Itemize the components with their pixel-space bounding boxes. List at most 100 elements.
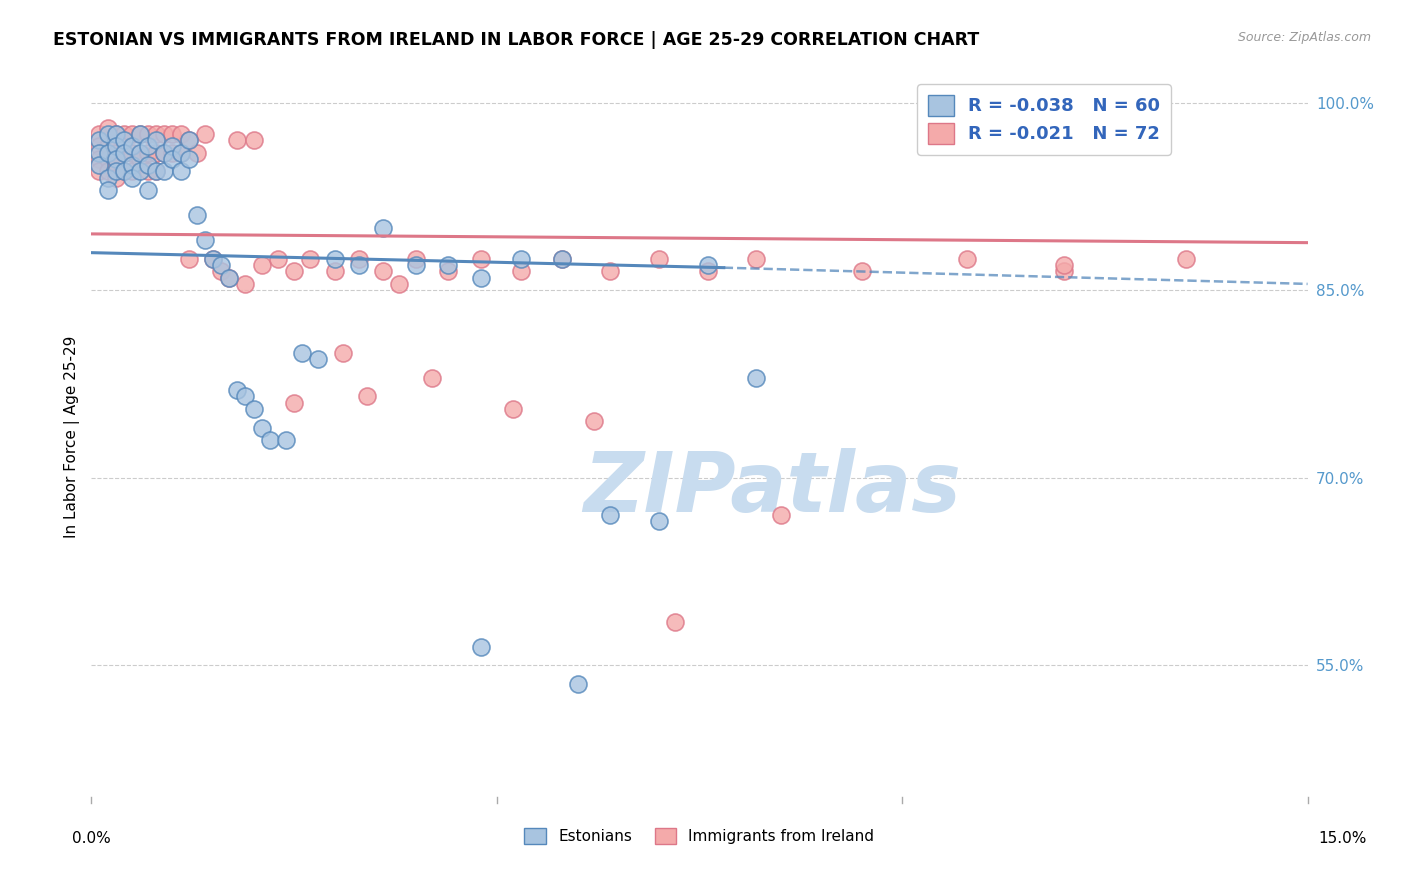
- Point: [283, 395, 305, 409]
- Point: [388, 277, 411, 291]
- Point: [162, 127, 184, 141]
- Y-axis label: In Labor Force | Age 25-29: In Labor Force | Age 25-29: [65, 336, 80, 538]
- Point: [470, 270, 492, 285]
- Point: [89, 133, 111, 147]
- Point: [851, 264, 873, 278]
- Point: [97, 164, 120, 178]
- Point: [112, 164, 135, 178]
- Point: [470, 640, 492, 654]
- Point: [347, 252, 370, 266]
- Point: [235, 389, 257, 403]
- Point: [599, 508, 621, 523]
- Point: [274, 434, 297, 448]
- Point: [145, 133, 167, 147]
- Point: [1053, 264, 1076, 278]
- Point: [97, 145, 120, 160]
- Point: [1175, 252, 1198, 266]
- Point: [323, 252, 346, 266]
- Point: [696, 258, 718, 272]
- Point: [104, 145, 127, 160]
- Point: [121, 164, 143, 178]
- Point: [291, 345, 314, 359]
- Text: ESTONIAN VS IMMIGRANTS FROM IRELAND IN LABOR FORCE | AGE 25-29 CORRELATION CHART: ESTONIAN VS IMMIGRANTS FROM IRELAND IN L…: [53, 31, 980, 49]
- Point: [437, 258, 460, 272]
- Point: [104, 170, 127, 185]
- Point: [567, 677, 589, 691]
- Point: [550, 252, 572, 266]
- Point: [89, 145, 111, 160]
- Point: [136, 127, 159, 141]
- Point: [153, 164, 176, 178]
- Point: [177, 133, 200, 147]
- Point: [583, 414, 606, 428]
- Point: [267, 252, 290, 266]
- Point: [202, 252, 225, 266]
- Point: [162, 139, 184, 153]
- Point: [169, 164, 191, 178]
- Point: [104, 164, 127, 178]
- Point: [153, 145, 176, 160]
- Point: [112, 133, 135, 147]
- Point: [235, 277, 257, 291]
- Point: [145, 127, 167, 141]
- Point: [153, 127, 176, 141]
- Point: [356, 389, 378, 403]
- Point: [112, 145, 135, 160]
- Text: Source: ZipAtlas.com: Source: ZipAtlas.com: [1237, 31, 1371, 45]
- Point: [226, 133, 249, 147]
- Point: [437, 264, 460, 278]
- Point: [162, 145, 184, 160]
- Point: [112, 145, 135, 160]
- Point: [136, 139, 159, 153]
- Point: [121, 170, 143, 185]
- Point: [250, 258, 273, 272]
- Point: [420, 370, 443, 384]
- Point: [97, 183, 120, 197]
- Point: [299, 252, 322, 266]
- Point: [89, 158, 111, 172]
- Point: [186, 208, 208, 222]
- Point: [129, 127, 152, 141]
- Point: [373, 264, 395, 278]
- Point: [745, 370, 768, 384]
- Legend: Estonians, Immigrants from Ireland: Estonians, Immigrants from Ireland: [519, 822, 880, 850]
- Point: [250, 420, 273, 434]
- Point: [599, 264, 621, 278]
- Point: [104, 152, 127, 166]
- Point: [129, 164, 152, 178]
- Point: [136, 145, 159, 160]
- Point: [97, 152, 120, 166]
- Point: [153, 145, 176, 160]
- Point: [89, 139, 111, 153]
- Point: [405, 258, 427, 272]
- Point: [162, 152, 184, 166]
- Point: [136, 183, 159, 197]
- Point: [129, 127, 152, 141]
- Point: [470, 252, 492, 266]
- Point: [121, 158, 143, 172]
- Point: [186, 145, 208, 160]
- Point: [145, 164, 167, 178]
- Point: [209, 264, 232, 278]
- Point: [283, 264, 305, 278]
- Point: [1053, 258, 1076, 272]
- Point: [177, 252, 200, 266]
- Point: [136, 158, 159, 172]
- Point: [648, 515, 671, 529]
- Text: 15.0%: 15.0%: [1319, 831, 1367, 846]
- Point: [97, 127, 120, 141]
- Point: [502, 401, 524, 416]
- Point: [104, 139, 127, 153]
- Point: [510, 252, 533, 266]
- Point: [696, 264, 718, 278]
- Point: [104, 127, 127, 141]
- Point: [89, 152, 111, 166]
- Point: [218, 270, 240, 285]
- Point: [550, 252, 572, 266]
- Point: [169, 127, 191, 141]
- Point: [129, 152, 152, 166]
- Point: [194, 127, 217, 141]
- Point: [209, 258, 232, 272]
- Point: [145, 164, 167, 178]
- Point: [347, 258, 370, 272]
